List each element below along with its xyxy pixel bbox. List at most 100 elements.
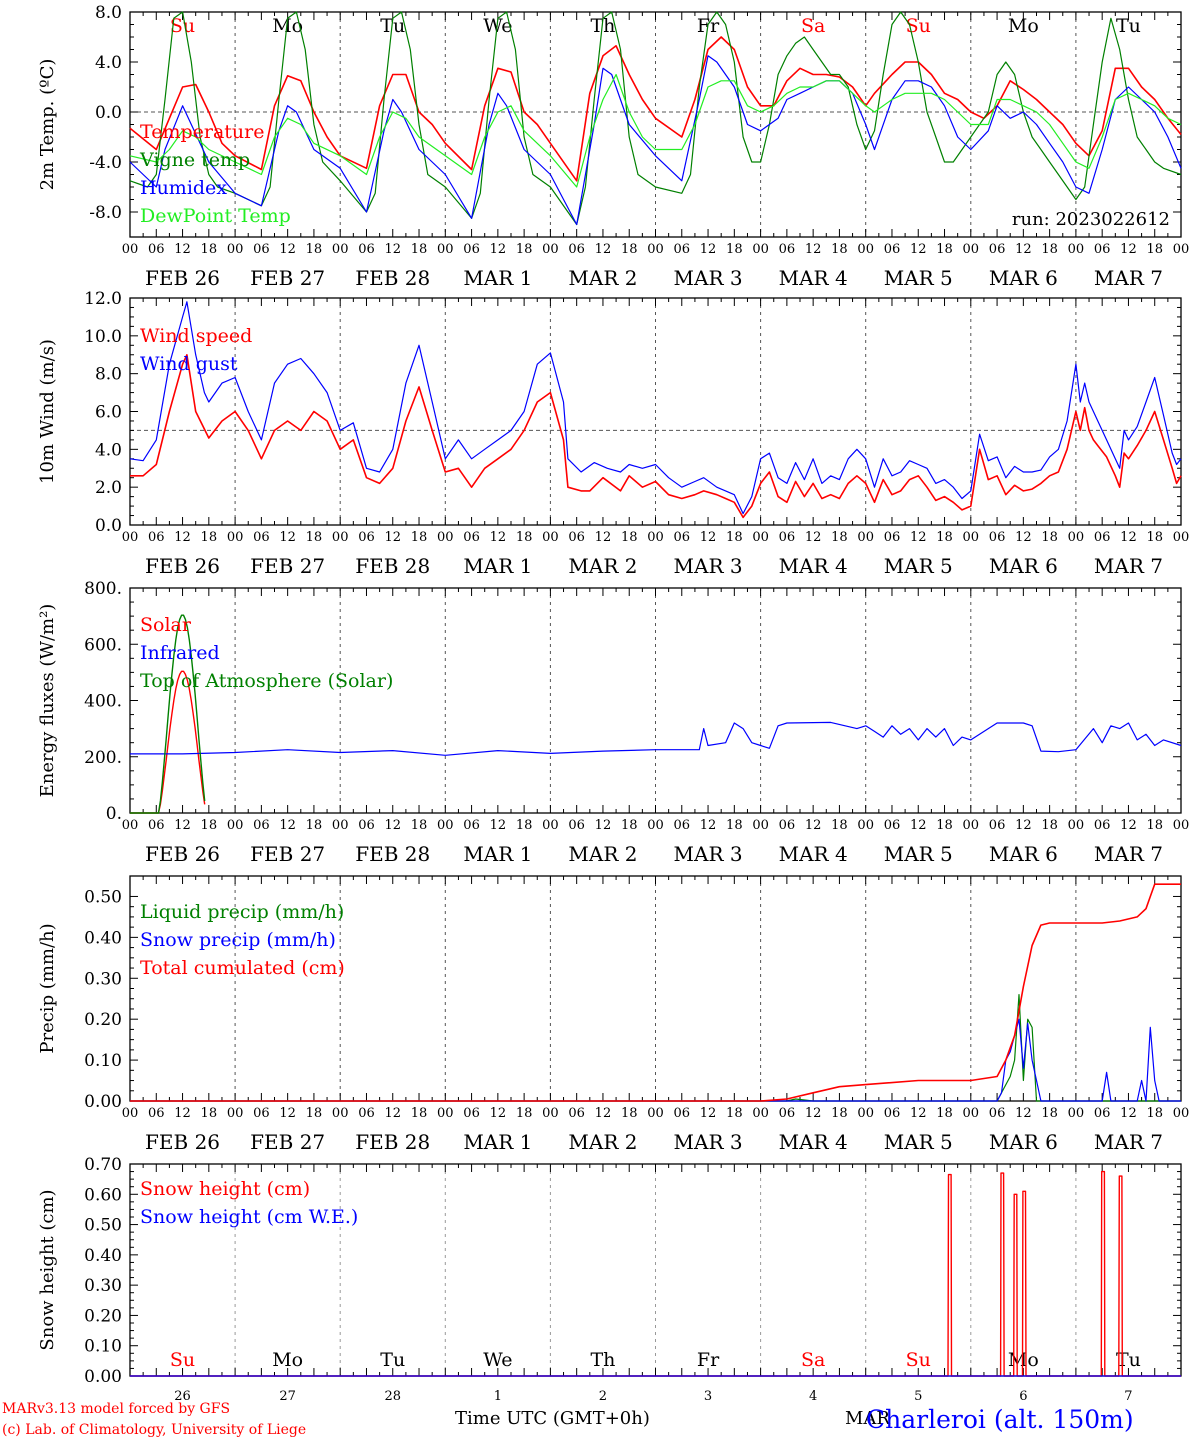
hour-tick-label: 06 bbox=[674, 818, 691, 833]
hour-tick-label: 06 bbox=[148, 242, 165, 257]
day-label: MAR 4 bbox=[779, 842, 848, 866]
hour-tick-label: 18 bbox=[936, 530, 953, 545]
hour-tick-label: 18 bbox=[726, 818, 743, 833]
hour-tick-label: 06 bbox=[253, 242, 270, 257]
hour-tick-label: 06 bbox=[568, 242, 585, 257]
hour-tick-label: 12 bbox=[490, 1106, 507, 1121]
hour-tick-label: 18 bbox=[726, 530, 743, 545]
y-axis-title: Precip (mm/h) bbox=[37, 923, 58, 1053]
hour-tick-label: 18 bbox=[831, 1106, 848, 1121]
hour-tick-label: 18 bbox=[516, 818, 533, 833]
hour-tick-label: 18 bbox=[516, 1106, 533, 1121]
y-axis-title: 10m Wind (m/s) bbox=[37, 339, 58, 484]
weekday-label: Mo bbox=[272, 1349, 303, 1371]
hour-tick-label: 12 bbox=[1120, 1106, 1137, 1121]
weekday-label: Mo bbox=[1008, 1349, 1039, 1371]
day-label: MAR 4 bbox=[779, 554, 848, 578]
hour-tick-label: 18 bbox=[1146, 242, 1163, 257]
hour-tick-label: 00 bbox=[752, 818, 769, 833]
hour-tick-label: 12 bbox=[490, 242, 507, 257]
y-tick-label: 0.30 bbox=[84, 969, 122, 989]
hour-tick-label: 00 bbox=[857, 818, 874, 833]
weekday-label: Fr bbox=[697, 1349, 720, 1371]
y-tick-label: 0.00 bbox=[84, 1367, 122, 1387]
hour-tick-label: 18 bbox=[621, 818, 638, 833]
weekday-label: Su bbox=[906, 1349, 931, 1371]
hour-tick-label: 12 bbox=[700, 1106, 717, 1121]
hour-tick-label: 06 bbox=[1094, 1106, 1111, 1121]
hour-tick-label: 06 bbox=[253, 818, 270, 833]
hour-tick-label: 00 bbox=[647, 818, 664, 833]
hour-tick-label: 00 bbox=[752, 1106, 769, 1121]
hour-tick-label: 00 bbox=[227, 818, 244, 833]
hour-tick-label: 06 bbox=[253, 1106, 270, 1121]
weekday-label: Tu bbox=[1116, 15, 1141, 37]
hour-tick-label: 06 bbox=[674, 1106, 691, 1121]
series-snow-height-cm bbox=[130, 1170, 1181, 1377]
day-label: FEB 28 bbox=[355, 554, 430, 578]
hour-tick-label: 00 bbox=[1173, 818, 1190, 833]
y-tick-label: 0.50 bbox=[84, 1216, 122, 1236]
hour-tick-label: 12 bbox=[1120, 818, 1137, 833]
day-number-label: 3 bbox=[704, 1389, 712, 1404]
day-label: MAR 1 bbox=[463, 266, 532, 290]
legend-entry: Snow precip (mm/h) bbox=[140, 929, 336, 951]
weekday-label: Sa bbox=[801, 1349, 825, 1371]
day-label: MAR 5 bbox=[884, 1130, 953, 1154]
hour-tick-label: 00 bbox=[437, 1106, 454, 1121]
hour-tick-label: 06 bbox=[779, 242, 796, 257]
hour-tick-label: 18 bbox=[621, 530, 638, 545]
hour-tick-label: 12 bbox=[805, 530, 822, 545]
hour-tick-label: 00 bbox=[122, 818, 139, 833]
hour-tick-label: 00 bbox=[752, 530, 769, 545]
hour-tick-label: 00 bbox=[857, 530, 874, 545]
day-number-label: 6 bbox=[1019, 1389, 1027, 1404]
y-axis-title: 2m Temp. (ºC) bbox=[37, 59, 58, 191]
hour-tick-label: 12 bbox=[1015, 242, 1032, 257]
hour-tick-label: 12 bbox=[910, 242, 927, 257]
hour-tick-label: 12 bbox=[910, 1106, 927, 1121]
series-temperature bbox=[129, 36, 1182, 182]
y-tick-label: -4.0 bbox=[89, 153, 122, 173]
hour-tick-label: 18 bbox=[831, 818, 848, 833]
hour-tick-label: 12 bbox=[910, 530, 927, 545]
series-layer bbox=[130, 614, 1182, 814]
hour-tick-label: 06 bbox=[1094, 818, 1111, 833]
hour-tick-label: 12 bbox=[279, 818, 296, 833]
hour-tick-label: 12 bbox=[174, 530, 191, 545]
weekday-label: Su bbox=[170, 15, 195, 37]
day-label: FEB 26 bbox=[145, 842, 220, 866]
hour-tick-label: 06 bbox=[358, 530, 375, 545]
y-tick-label: 600. bbox=[84, 635, 122, 655]
hour-tick-label: 06 bbox=[989, 530, 1006, 545]
day-number-label: 7 bbox=[1124, 1389, 1132, 1404]
day-label: MAR 5 bbox=[884, 554, 953, 578]
hour-tick-label: 18 bbox=[411, 530, 428, 545]
legend-entry: Total cumulated (cm) bbox=[140, 957, 345, 979]
hour-tick-label: 12 bbox=[700, 818, 717, 833]
day-label: FEB 27 bbox=[250, 266, 325, 290]
day-number-label: 5 bbox=[914, 1389, 922, 1404]
month-label: MAR bbox=[845, 1408, 890, 1429]
day-label: MAR 6 bbox=[989, 1130, 1058, 1154]
day-label: FEB 26 bbox=[145, 266, 220, 290]
series-top-of-atmosphere-solar bbox=[130, 614, 206, 814]
series-dewpoint-temp bbox=[129, 73, 1182, 188]
day-label: FEB 28 bbox=[355, 842, 430, 866]
hour-tick-label: 06 bbox=[148, 530, 165, 545]
hour-tick-label: 18 bbox=[306, 530, 323, 545]
hour-tick-label: 12 bbox=[490, 530, 507, 545]
legend-entry: Top of Atmosphere (Solar) bbox=[140, 670, 393, 692]
hour-tick-label: 06 bbox=[358, 818, 375, 833]
hour-tick-label: 00 bbox=[963, 530, 980, 545]
hour-tick-label: 00 bbox=[963, 242, 980, 257]
hour-tick-label: 00 bbox=[1068, 1106, 1085, 1121]
day-label: MAR 7 bbox=[1094, 842, 1163, 866]
weekday-label: Th bbox=[590, 15, 615, 37]
series-layer bbox=[130, 1170, 1181, 1377]
y-tick-label: 0.20 bbox=[84, 1306, 122, 1326]
hour-tick-label: 18 bbox=[201, 818, 218, 833]
hour-tick-label: 06 bbox=[568, 1106, 585, 1121]
hour-tick-label: 12 bbox=[700, 530, 717, 545]
model-credit-line-1: MARv3.13 model forced by GFS bbox=[2, 1401, 230, 1417]
